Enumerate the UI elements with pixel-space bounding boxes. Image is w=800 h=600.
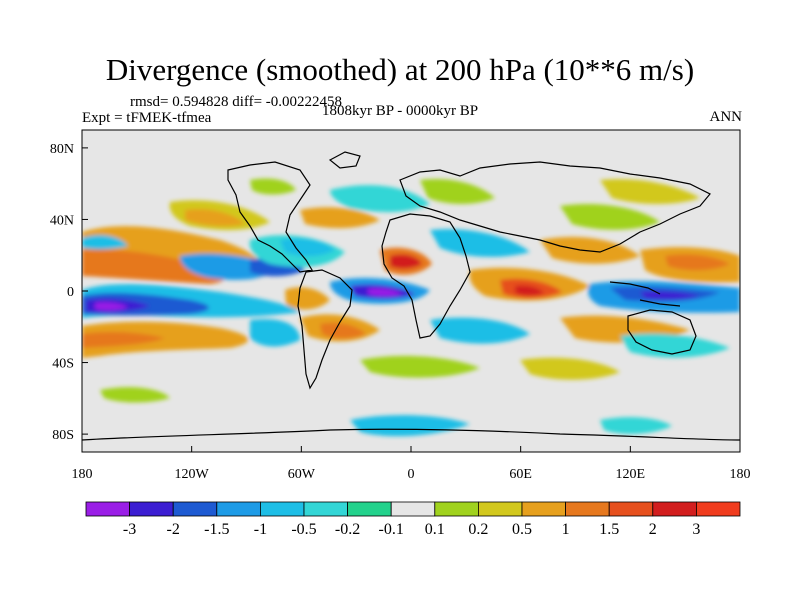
colorbar-label: 0.1 — [425, 521, 445, 538]
colorbar-swatch — [477, 501, 523, 517]
field-region — [420, 178, 495, 204]
field-region — [430, 317, 530, 344]
y-tick-label: 80S — [52, 428, 74, 443]
colorbar-label: 1 — [562, 521, 570, 538]
plot-title: Divergence (smoothed) at 200 hPa (10**6 … — [105, 52, 695, 87]
colorbar-label: -2 — [167, 521, 180, 538]
coastline-north-america — [227, 161, 313, 273]
y-tick-label: 80N — [50, 142, 74, 157]
field-region — [520, 357, 620, 380]
divergence-field — [82, 151, 740, 441]
colorbar-swatch — [85, 501, 130, 517]
coastline-antarctica — [82, 428, 740, 441]
x-tick-label: 60E — [509, 467, 532, 482]
colorbar-label: -0.5 — [291, 521, 316, 538]
x-tick-label: 180 — [730, 467, 751, 482]
field-region — [82, 331, 165, 348]
field-region — [665, 254, 730, 271]
x-tick-label: 0 — [408, 467, 415, 482]
field-region — [540, 236, 640, 264]
field-region — [350, 415, 470, 437]
x-tick-label: 120W — [175, 467, 210, 482]
field-region — [368, 288, 402, 297]
field-region — [620, 333, 730, 358]
field-region — [320, 322, 366, 339]
colorbar-swatch — [608, 501, 654, 517]
field-region — [100, 387, 170, 403]
period-text: 1808kyr BP - 0000kyr BP — [322, 103, 479, 119]
colorbar-swatch — [521, 501, 566, 517]
colorbar-label: 2 — [649, 521, 657, 538]
colorbar-label: -0.2 — [335, 521, 360, 538]
coastline-maritime-continent — [609, 281, 681, 307]
y-tick-label: 40N — [50, 213, 74, 228]
colorbar-label: -3 — [123, 521, 136, 538]
colorbar-swatch — [434, 501, 479, 517]
field-region — [640, 291, 700, 300]
field-region — [300, 207, 380, 229]
x-tick-label: 180 — [72, 467, 93, 482]
colorbar-swatch — [259, 501, 305, 517]
colorbar-label: -0.1 — [379, 521, 404, 538]
field-region — [82, 321, 249, 358]
coastlines — [82, 151, 740, 441]
experiment-text: Expt = tFMEK-tfmea — [82, 110, 212, 126]
colorbar-label: 1.5 — [599, 521, 619, 538]
colorbar-swatch — [129, 501, 174, 517]
field-region — [285, 287, 330, 310]
coastline-africa — [381, 213, 471, 339]
field-region — [390, 254, 422, 269]
colorbar-swatch — [652, 501, 697, 517]
field-region — [250, 318, 300, 347]
field-region — [185, 208, 245, 227]
x-tick-label: 60W — [288, 467, 316, 482]
rmsd-diff-text: rmsd= 0.594828 diff= -0.00222458 — [130, 94, 343, 110]
field-region — [82, 249, 225, 284]
season-text: ANN — [709, 109, 743, 125]
colorbar-label: 0.2 — [468, 521, 488, 538]
colorbar-swatch — [347, 501, 392, 517]
colorbar-swatch — [303, 501, 348, 517]
colorbar: -3 -2 -1.5 -1 -0.5 -0.2 -0.1 0.1 0.2 0.5 1 1.5 2 3 — [85, 501, 741, 538]
field-region — [600, 179, 700, 204]
colorbar-swatch — [565, 501, 610, 517]
y-tick-label: 0 — [67, 285, 74, 300]
axes: 180 120W 60W 0 60E 120E 180 80N 40N 0 40S 80S — [50, 142, 751, 482]
field-region — [600, 417, 672, 435]
colorbar-label: -1 — [254, 521, 267, 538]
field-region — [560, 203, 660, 230]
colorbar-label: 0.5 — [512, 521, 532, 538]
field-region — [95, 302, 128, 311]
colorbar-swatch — [172, 501, 218, 517]
field-region — [515, 285, 544, 296]
colorbar-label: -1.5 — [204, 521, 229, 538]
colorbar-swatch — [696, 501, 741, 517]
field-region — [250, 178, 296, 195]
field-region — [82, 235, 128, 250]
colorbar-label: 3 — [692, 521, 700, 538]
coastline-australia — [627, 309, 697, 355]
field-region — [430, 229, 530, 257]
coastline-eurasia — [399, 161, 711, 253]
y-tick-label: 40S — [52, 357, 74, 372]
field-region — [360, 355, 480, 378]
field-region — [280, 238, 335, 257]
colorbar-swatch — [216, 501, 261, 517]
coastline-south-america — [297, 269, 353, 390]
x-tick-label: 120E — [616, 467, 646, 482]
colorbar-swatch — [390, 501, 436, 517]
coastline-greenland — [328, 151, 361, 169]
